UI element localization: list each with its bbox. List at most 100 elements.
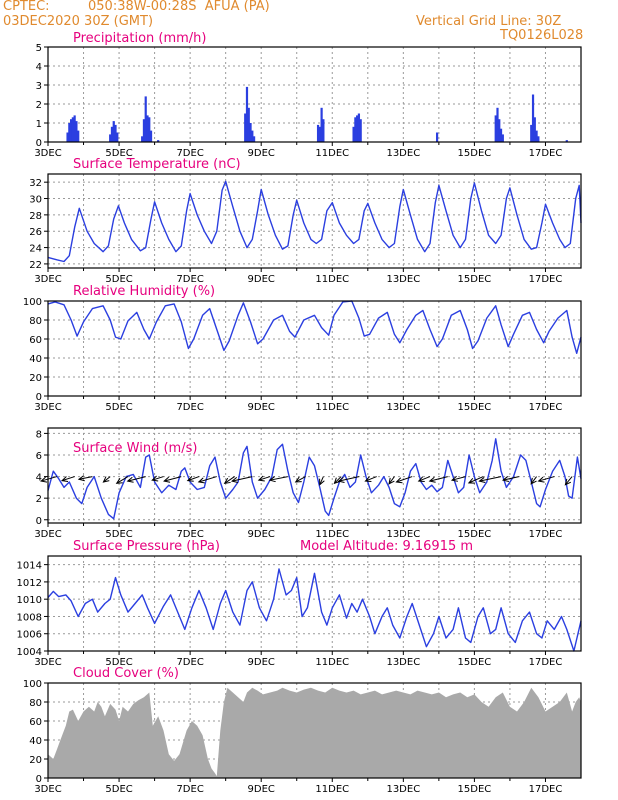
x-tick-label: 5DEC bbox=[105, 402, 132, 413]
y-tick-label: 2 bbox=[36, 494, 42, 505]
y-tick-label: 32 bbox=[29, 178, 42, 189]
series-line bbox=[47, 568, 582, 652]
x-tick-label: 5DEC bbox=[105, 784, 132, 795]
plot-frame bbox=[47, 173, 582, 269]
precip-bar bbox=[244, 113, 247, 142]
wind-arrow-head bbox=[230, 476, 239, 483]
x-tick-label: 11DEC bbox=[315, 529, 349, 540]
x-tick-label: 7DEC bbox=[176, 657, 203, 668]
y-tick-label: 26 bbox=[29, 227, 42, 238]
x-tick-label: 13DEC bbox=[386, 402, 420, 413]
wind-arrow bbox=[127, 476, 146, 482]
x-tick-label: 5DEC bbox=[105, 529, 132, 540]
wind-arrow-head bbox=[257, 475, 265, 482]
wind-arrow bbox=[61, 476, 75, 482]
wind-arrow-head bbox=[467, 477, 475, 484]
chart-title: Surface Temperature (nC) bbox=[73, 157, 241, 172]
wind-arrow bbox=[564, 476, 573, 485]
precip-bar bbox=[247, 107, 250, 142]
precip-bar bbox=[320, 107, 323, 142]
y-tick-label: 6 bbox=[36, 451, 42, 462]
precip-bar bbox=[109, 134, 112, 142]
wind-arrow-head bbox=[530, 477, 537, 485]
wind-arrow-head bbox=[60, 476, 69, 482]
y-tick-label: 1004 bbox=[17, 647, 42, 658]
chart-title: Relative Humidity (%) bbox=[73, 284, 215, 299]
plot-frame bbox=[47, 46, 582, 143]
y-tick-label: 28 bbox=[29, 211, 42, 222]
precip-bar bbox=[69, 119, 73, 142]
x-tick-label: 11DEC bbox=[315, 784, 349, 795]
x-tick-label: 17DEC bbox=[529, 657, 563, 668]
y-tick-label: 1 bbox=[36, 119, 42, 130]
x-tick-label: 5DEC bbox=[105, 657, 132, 668]
wind-arrow-head bbox=[268, 476, 276, 483]
x-tick-label: 11DEC bbox=[315, 148, 349, 159]
precip-bar bbox=[251, 130, 254, 142]
precip-bar bbox=[75, 121, 78, 142]
precip-bar bbox=[565, 140, 568, 142]
x-tick-label: 13DEC bbox=[386, 657, 420, 668]
chart-subtitle: Model Altitude: 9.16915 m bbox=[300, 539, 473, 554]
wind-arrow-head bbox=[388, 477, 395, 485]
x-tick-label: 3DEC bbox=[34, 148, 61, 159]
precip-bar bbox=[249, 123, 252, 142]
y-tick-label: 100 bbox=[23, 679, 42, 690]
precip-bar bbox=[501, 134, 504, 142]
x-tick-label: 9DEC bbox=[248, 784, 275, 795]
wind-arrow bbox=[538, 476, 555, 482]
x-tick-label: 15DEC bbox=[458, 274, 492, 285]
x-tick-label: 17DEC bbox=[529, 529, 563, 540]
precip-bar bbox=[494, 115, 497, 142]
x-tick-label: 7DEC bbox=[176, 784, 203, 795]
y-tick-label: 30 bbox=[29, 195, 42, 206]
wind-arrow-head bbox=[77, 475, 85, 482]
precip-bar bbox=[68, 123, 71, 142]
x-tick-label: 11DEC bbox=[315, 657, 349, 668]
y-tick-label: 1008 bbox=[17, 612, 42, 623]
header-run-date: 03DEC2020 30Z (GMT) bbox=[3, 14, 154, 29]
wind-arrow-head bbox=[151, 475, 159, 482]
y-tick-label: 40 bbox=[29, 736, 42, 747]
precip-bar bbox=[110, 126, 114, 142]
x-tick-label: 15DEC bbox=[458, 529, 492, 540]
precip-bar bbox=[352, 126, 355, 142]
wind-arrow bbox=[468, 476, 484, 484]
precip-bar bbox=[112, 121, 115, 142]
precip-bar bbox=[114, 124, 117, 142]
cloud-area bbox=[48, 687, 581, 778]
y-tick-label: 0 bbox=[36, 392, 42, 403]
x-tick-label: 13DEC bbox=[386, 274, 420, 285]
y-tick-label: 3 bbox=[36, 81, 42, 92]
plot-frame bbox=[47, 427, 582, 524]
precip-bar bbox=[530, 124, 533, 142]
wind-arrow bbox=[103, 476, 111, 483]
wind-arrow bbox=[40, 476, 58, 482]
wind-arrow bbox=[388, 476, 395, 485]
y-tick-label: 0 bbox=[36, 774, 42, 785]
wind-arrow bbox=[429, 476, 448, 482]
wind-arrow-head bbox=[102, 476, 110, 483]
y-tick-label: 40 bbox=[29, 354, 42, 365]
wind-arrow-head bbox=[478, 477, 486, 484]
precip-bar bbox=[144, 96, 147, 142]
wind-arrow bbox=[152, 476, 164, 481]
wind-arrow-head bbox=[163, 476, 171, 483]
precip-bar bbox=[252, 136, 256, 142]
plot-frame bbox=[47, 555, 582, 652]
y-tick-label: 0 bbox=[36, 516, 42, 527]
x-tick-label: 15DEC bbox=[458, 784, 492, 795]
wind-arrow bbox=[451, 476, 466, 481]
precip-bar bbox=[66, 132, 69, 142]
x-tick-label: 17DEC bbox=[529, 784, 563, 795]
precip-bar bbox=[149, 130, 153, 142]
x-tick-label: 13DEC bbox=[386, 529, 420, 540]
series-line bbox=[47, 300, 582, 354]
wind-arrow-head bbox=[417, 476, 425, 482]
precip-bar bbox=[157, 140, 160, 142]
y-tick-label: 0 bbox=[36, 138, 42, 149]
y-tick-label: 1014 bbox=[17, 561, 42, 572]
y-tick-label: 2 bbox=[36, 100, 42, 111]
precip-bar bbox=[537, 136, 540, 142]
wind-arrow bbox=[396, 476, 413, 483]
